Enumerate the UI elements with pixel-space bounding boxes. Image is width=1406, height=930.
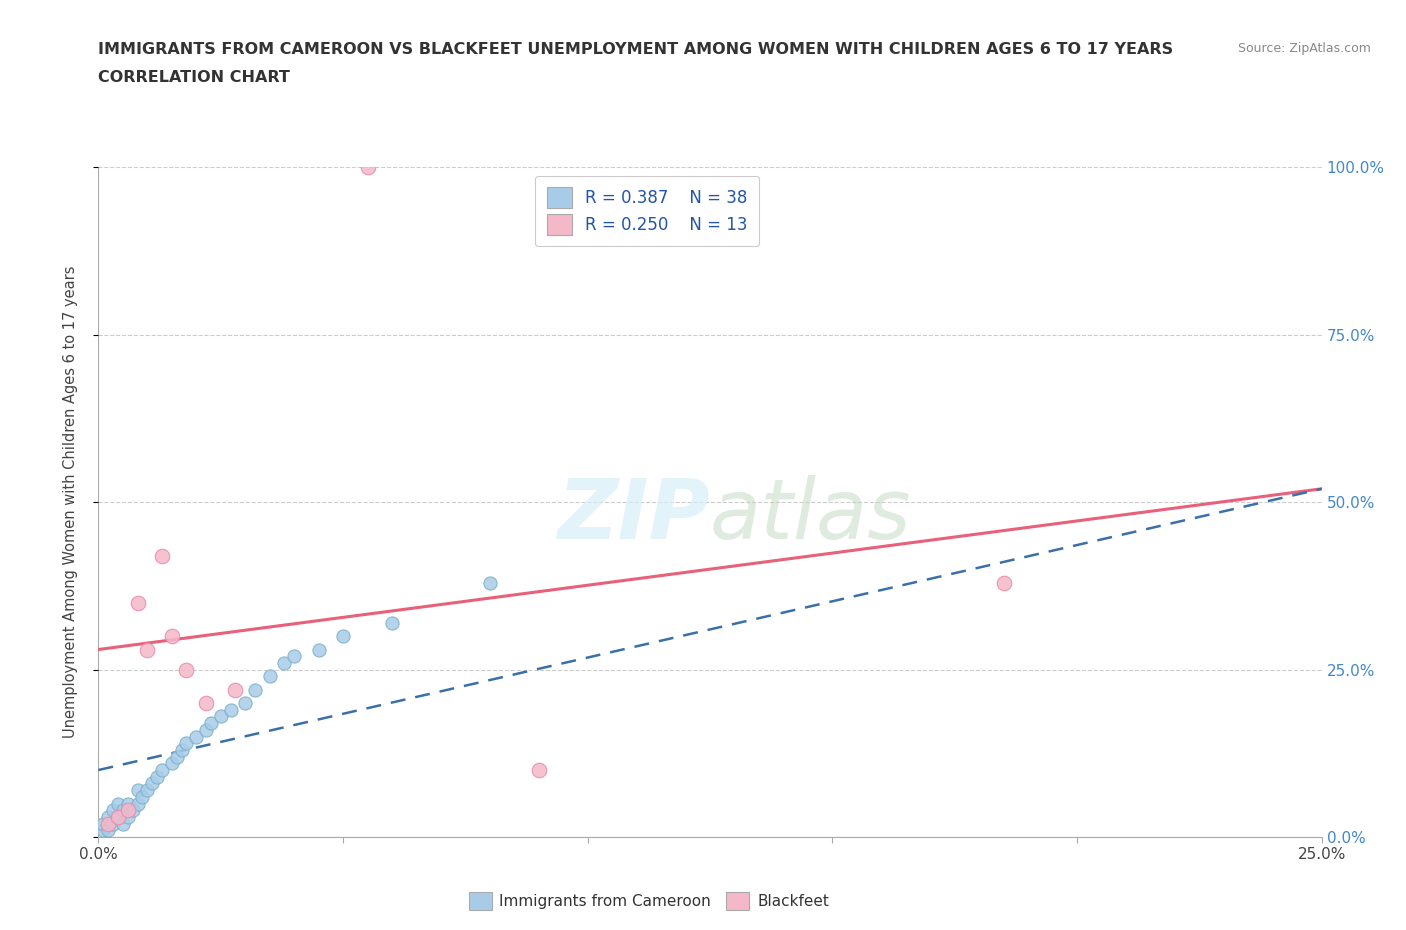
Point bbox=[136, 642, 159, 657]
Point bbox=[117, 796, 139, 811]
Point bbox=[308, 642, 330, 657]
Point bbox=[91, 817, 114, 831]
Point bbox=[233, 696, 256, 711]
Point bbox=[107, 796, 129, 811]
Point bbox=[224, 683, 246, 698]
Point bbox=[150, 763, 173, 777]
Point bbox=[101, 817, 124, 831]
Point bbox=[170, 742, 193, 757]
Point bbox=[993, 575, 1015, 590]
Point bbox=[97, 823, 120, 838]
Point bbox=[195, 696, 218, 711]
Point bbox=[91, 823, 114, 838]
Text: IMMIGRANTS FROM CAMEROON VS BLACKFEET UNEMPLOYMENT AMONG WOMEN WITH CHILDREN AGE: IMMIGRANTS FROM CAMEROON VS BLACKFEET UN… bbox=[98, 42, 1174, 57]
Point bbox=[166, 750, 188, 764]
Point bbox=[160, 629, 183, 644]
Point bbox=[527, 763, 550, 777]
Point bbox=[209, 709, 232, 724]
Text: CORRELATION CHART: CORRELATION CHART bbox=[98, 70, 290, 85]
Point bbox=[121, 803, 143, 817]
Point bbox=[127, 796, 149, 811]
Point bbox=[107, 809, 129, 824]
Point bbox=[381, 616, 404, 631]
Point bbox=[111, 803, 134, 817]
Point bbox=[356, 160, 378, 175]
Point bbox=[195, 723, 218, 737]
Point bbox=[219, 702, 242, 717]
Point bbox=[273, 656, 295, 671]
Point bbox=[146, 769, 169, 784]
Point bbox=[176, 736, 198, 751]
Point bbox=[478, 575, 501, 590]
Point bbox=[97, 809, 120, 824]
Point bbox=[259, 669, 281, 684]
Point bbox=[186, 729, 208, 744]
Point bbox=[127, 595, 149, 610]
Point bbox=[97, 817, 120, 831]
Text: ZIP: ZIP bbox=[557, 475, 710, 556]
Point bbox=[176, 662, 198, 677]
Point bbox=[141, 776, 163, 790]
Legend: Immigrants from Cameroon, Blackfeet: Immigrants from Cameroon, Blackfeet bbox=[463, 885, 835, 916]
Text: Source: ZipAtlas.com: Source: ZipAtlas.com bbox=[1237, 42, 1371, 55]
Y-axis label: Unemployment Among Women with Children Ages 6 to 17 years: Unemployment Among Women with Children A… bbox=[63, 266, 77, 738]
Point bbox=[136, 783, 159, 798]
Point bbox=[243, 683, 266, 698]
Point bbox=[131, 790, 153, 804]
Text: atlas: atlas bbox=[710, 475, 911, 556]
Point bbox=[111, 817, 134, 831]
Point bbox=[160, 756, 183, 771]
Point bbox=[127, 783, 149, 798]
Point bbox=[150, 549, 173, 564]
Point bbox=[117, 809, 139, 824]
Point bbox=[107, 809, 129, 824]
Point bbox=[283, 649, 305, 664]
Point bbox=[101, 803, 124, 817]
Point bbox=[332, 629, 354, 644]
Point bbox=[117, 803, 139, 817]
Point bbox=[200, 716, 222, 731]
